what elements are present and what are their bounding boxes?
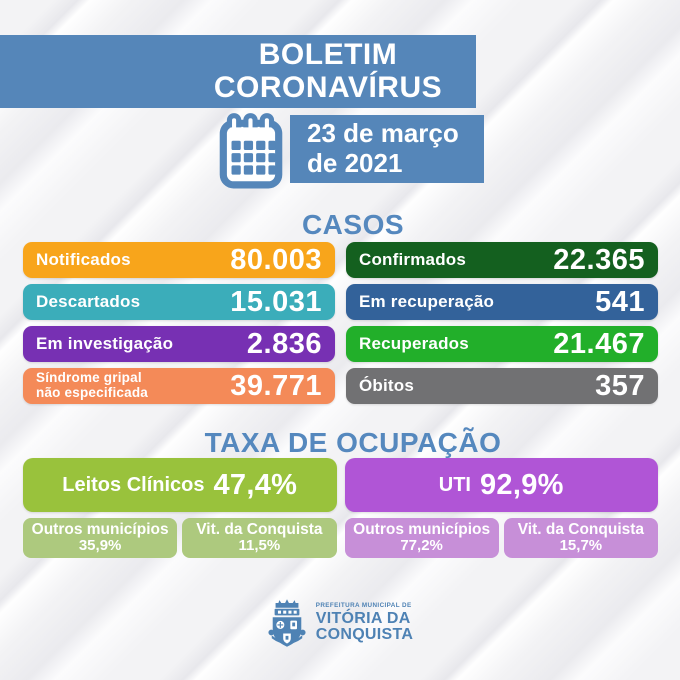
org-small-label: PREFEITURA MUNICIPAL DE <box>315 601 412 609</box>
org-name-line1: VITÓRIA DA <box>315 610 411 628</box>
cases-grid: Notificados 80.003 Confirmados 22.365 De… <box>23 242 658 404</box>
header-banner: BOLETIM CORONAVÍRUS <box>0 35 476 108</box>
occupancy-label: Leitos Clínicos <box>62 473 205 496</box>
occupancy-label: UTI <box>438 473 471 496</box>
breakdown-outros-municipios: Outros municípios 77,2% <box>344 518 499 558</box>
stat-bar-sindrome-gripal: Síndrome gripal não especificada 39.771 <box>23 368 335 404</box>
stat-value: 21.467 <box>553 327 645 360</box>
breakdown-label: Vit. da Conquista <box>517 520 645 538</box>
occupancy-main-box: UTI 92,9% <box>344 458 658 512</box>
breakdown-value: 77,2% <box>400 537 443 555</box>
org-text: PREFEITURA MUNICIPAL DE VITÓRIA DA CONQU… <box>315 601 414 644</box>
bulletin-title-line1: BOLETIM <box>258 38 398 72</box>
stat-bar-em-recuperacao: Em recuperação 541 <box>346 284 658 320</box>
date-banner: 23 de março de 2021 <box>290 115 484 183</box>
stat-label: Óbitos <box>359 376 415 395</box>
bulletin-title-line2: CORONAVÍRUS <box>213 70 443 104</box>
occupancy-section-title: TAXA DE OCUPAÇÃO <box>204 427 502 458</box>
date-line1: 23 de março <box>307 118 459 149</box>
calendar-icon <box>219 113 283 189</box>
stat-label: Notificados <box>36 250 131 269</box>
stat-value: 357 <box>595 369 645 402</box>
date-line2: de 2021 <box>307 148 403 178</box>
stat-value: 2.836 <box>246 327 322 360</box>
stat-label: Em investigação <box>36 334 174 353</box>
occupancy-main-box: Leitos Clínicos 47,4% <box>23 458 337 512</box>
breakdown-vit-da-conquista: Vit. da Conquista 11,5% <box>182 518 337 558</box>
stat-bar-recuperados: Recuperados 21.467 <box>346 326 658 362</box>
stat-bar-descartados: Descartados 15.031 <box>23 284 335 320</box>
occupancy-card-leitos-clinicos: Leitos Clínicos 47,4% Outros municípios … <box>23 458 337 558</box>
stat-label: Síndrome gripal não especificada <box>36 370 148 400</box>
footer-logo: PREFEITURA MUNICIPAL DE VITÓRIA DA CONQU… <box>0 592 680 654</box>
breakdown-label: Outros municípios <box>353 520 491 538</box>
breakdown-value: 11,5% <box>238 537 281 555</box>
stat-value: 541 <box>595 285 645 318</box>
occupancy-value: 92,9% <box>479 468 564 501</box>
breakdown-label: Outros municípios <box>31 520 169 538</box>
breakdown-value: 35,9% <box>78 537 122 555</box>
occupancy-grid: Leitos Clínicos 47,4% Outros municípios … <box>23 458 658 558</box>
stat-label: Descartados <box>36 292 141 311</box>
stat-value: 15.031 <box>230 285 322 318</box>
cases-section-title: CASOS <box>301 209 405 240</box>
stat-bar-confirmados: Confirmados 22.365 <box>346 242 658 278</box>
stat-label: Recuperados <box>359 334 469 353</box>
stat-value: 80.003 <box>230 243 322 276</box>
stat-value: 22.365 <box>553 243 645 276</box>
breakdown-vit-da-conquista: Vit. da Conquista 15,7% <box>503 518 658 558</box>
stat-bar-obitos: Óbitos 357 <box>346 368 658 404</box>
stat-label: Em recuperação <box>359 292 495 311</box>
bulletin-title: BOLETIM CORONAVÍRUS <box>186 35 470 108</box>
occupancy-breakdown-row: Outros municípios 77,2% Vit. da Conquist… <box>344 518 658 558</box>
stat-bar-notificados: Notificados 80.003 <box>23 242 335 278</box>
occupancy-breakdown-row: Outros municípios 35,9% Vit. da Conquist… <box>23 518 337 558</box>
coat-of-arms-icon <box>268 599 306 647</box>
occupancy-card-uti: UTI 92,9% Outros municípios 77,2% Vit. d… <box>344 458 658 558</box>
breakdown-outros-municipios: Outros municípios 35,9% <box>23 518 178 558</box>
occupancy-value: 47,4% <box>213 468 298 501</box>
stat-label: Confirmados <box>359 250 467 269</box>
org-name-line2: CONQUISTA <box>315 626 414 644</box>
breakdown-label: Vit. da Conquista <box>196 520 323 538</box>
stat-bar-em-investigacao: Em investigação 2.836 <box>23 326 335 362</box>
stat-value: 39.771 <box>230 369 322 402</box>
breakdown-value: 15,7% <box>559 537 603 555</box>
